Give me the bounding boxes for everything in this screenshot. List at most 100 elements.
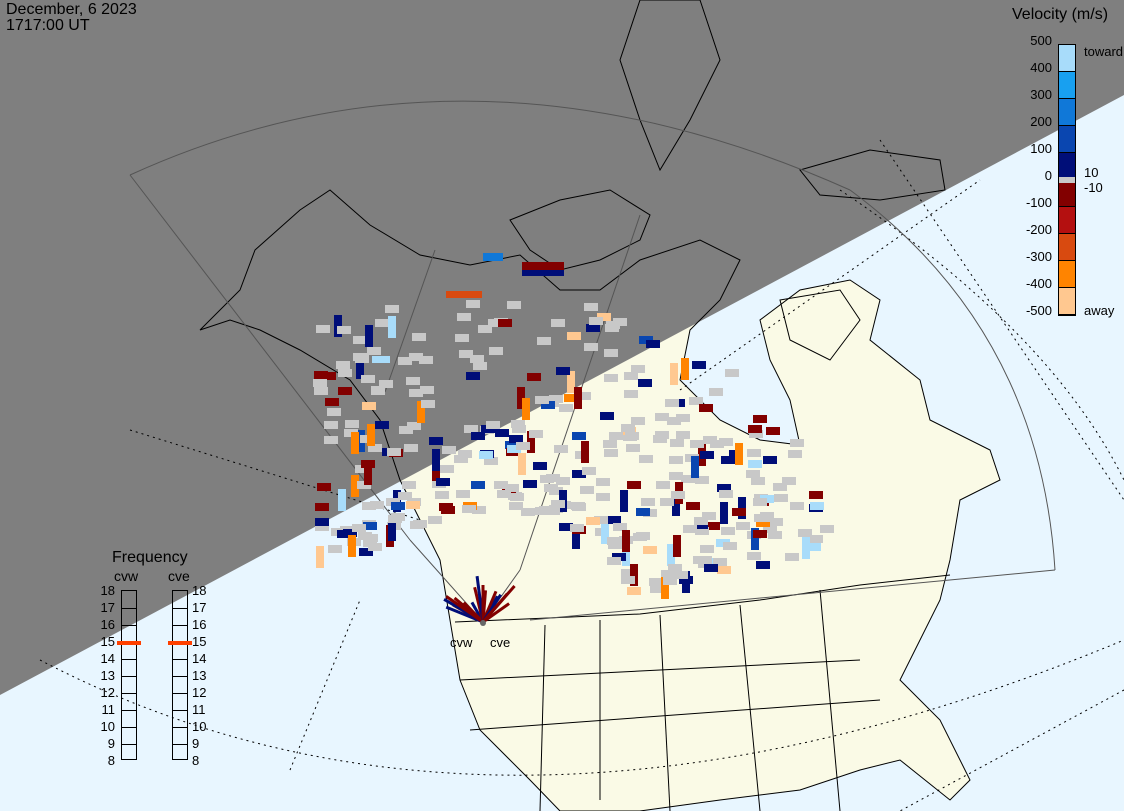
radar-site-marker <box>480 620 486 626</box>
velocity-cell <box>498 319 512 327</box>
velocity-cell <box>670 363 678 385</box>
velocity-cell <box>669 472 683 480</box>
velocity-cell <box>572 527 580 549</box>
velocity-cell <box>458 450 472 458</box>
velocity-cell <box>375 421 389 429</box>
frequency-tick-label: 14 <box>192 651 207 666</box>
velocity-cell <box>324 436 338 444</box>
velocity-cell <box>456 490 470 498</box>
velocity-cell <box>643 546 657 554</box>
velocity-cell <box>773 483 787 491</box>
velocity-cell <box>586 324 600 332</box>
velocity-cell <box>522 262 564 270</box>
velocity-cell <box>600 412 614 420</box>
velocity-cell <box>768 531 782 539</box>
velocity-cell <box>580 486 594 494</box>
velocity-cell <box>665 399 679 407</box>
velocity-cell <box>521 508 535 516</box>
velocity-cell <box>316 325 330 333</box>
colorbar-segment <box>1059 45 1075 72</box>
velocity-cell <box>717 566 731 574</box>
velocity-cell <box>481 592 509 623</box>
velocity-tick-label: -100 <box>1025 195 1052 210</box>
velocity-cell <box>507 445 521 453</box>
velocity-cell <box>398 357 412 365</box>
velocity-cell <box>488 319 502 327</box>
velocity-cell <box>478 325 492 333</box>
velocity-cell <box>315 503 329 511</box>
velocity-cell <box>582 467 596 475</box>
velocity-cell <box>790 502 804 510</box>
velocity-cell <box>570 524 584 532</box>
velocity-cell <box>466 372 480 380</box>
velocity-cell <box>328 545 342 553</box>
velocity-cell <box>621 569 635 577</box>
velocity-cell <box>572 503 586 511</box>
velocity-cell <box>361 375 375 383</box>
velocity-cell <box>608 541 622 549</box>
velocity-cell <box>388 519 396 541</box>
velocity-cell <box>723 542 737 550</box>
velocity-cell <box>512 425 526 433</box>
velocity-cell <box>676 431 690 439</box>
velocity-cell <box>516 442 530 450</box>
velocity-cell <box>544 484 558 492</box>
velocity-cell <box>790 439 804 447</box>
velocity-cell <box>351 475 359 497</box>
velocity-cell <box>368 444 382 452</box>
velocity-cell <box>748 460 762 468</box>
velocity-cell <box>352 524 366 532</box>
velocity-cell <box>345 420 359 428</box>
velocity-cell <box>802 537 810 559</box>
velocity-cell <box>809 535 823 543</box>
velocity-cell <box>556 367 570 375</box>
velocity-cell <box>317 483 331 491</box>
velocity-cell <box>412 333 426 341</box>
frequency-marker <box>168 640 192 645</box>
velocity-cell <box>471 432 485 440</box>
velocity-cell <box>559 404 573 412</box>
velocity-cell <box>409 353 423 361</box>
velocity-cell <box>613 523 627 531</box>
frequency-tick-label: 12 <box>192 685 207 700</box>
velocity-cell <box>435 491 449 499</box>
radar-field-of-view <box>129 100 1056 623</box>
velocity-cell <box>748 425 762 433</box>
velocity-cell <box>537 337 551 345</box>
frequency-title: Frequency <box>112 549 188 566</box>
velocity-cell <box>649 578 663 586</box>
velocity-cell <box>486 421 500 429</box>
velocity-cell <box>704 564 718 572</box>
velocity-cell <box>337 530 351 538</box>
frequency-bar-cvw <box>121 590 137 760</box>
velocity-cell <box>596 493 610 501</box>
velocity-cell <box>597 313 611 321</box>
velocity-cell <box>721 456 735 464</box>
velocity-cell <box>457 313 471 321</box>
velocity-cell <box>631 417 645 425</box>
velocity-cell <box>763 525 777 533</box>
velocity-cell <box>546 474 560 482</box>
velocity-cell <box>753 530 767 538</box>
velocity-cell <box>559 523 573 531</box>
away-label: away <box>1084 303 1115 318</box>
velocity-cells <box>313 253 834 624</box>
velocity-cell <box>359 548 373 556</box>
velocity-cell <box>507 301 521 309</box>
velocity-cell <box>753 415 767 423</box>
velocity-cell <box>702 512 716 520</box>
velocity-cell <box>589 317 603 325</box>
velocity-tick-label: 0 <box>1044 168 1052 183</box>
frequency-tick-label: 17 <box>100 600 115 615</box>
toward-label: toward <box>1084 44 1124 59</box>
velocity-cell <box>732 508 746 516</box>
velocity-cell <box>594 516 608 524</box>
velocity-cell <box>667 544 675 566</box>
frequency-tick-label: 17 <box>192 600 207 615</box>
velocity-cell <box>367 424 375 446</box>
velocity-cell <box>398 492 412 500</box>
radar-label-cve: cve <box>490 635 510 650</box>
velocity-cell <box>625 432 639 440</box>
velocity-cell <box>348 535 356 557</box>
velocity-cell <box>751 528 759 550</box>
